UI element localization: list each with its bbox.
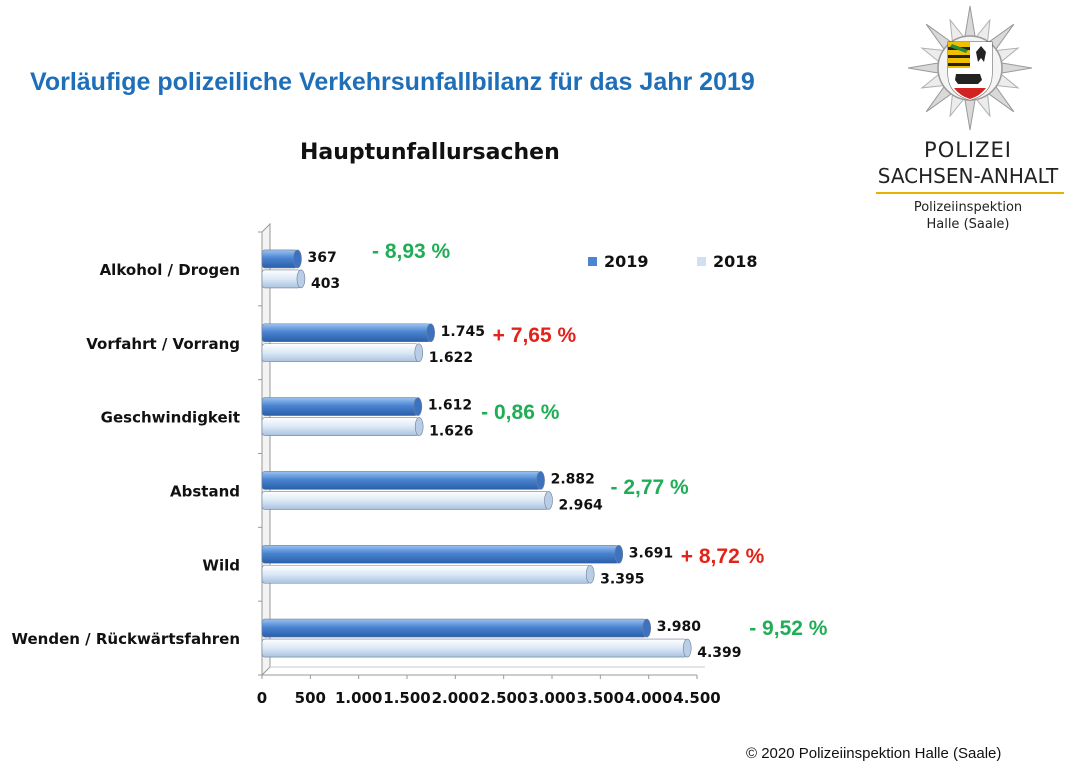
police-star-coat-of-arms-icon <box>908 5 1032 131</box>
data-label-2018: 403 <box>311 276 340 292</box>
data-label-2018: 1.622 <box>429 350 473 366</box>
data-label-2018: 4.399 <box>697 645 741 661</box>
page-title: Vorläufige polizeiliche Verkehrsunfallbi… <box>30 68 755 96</box>
bar-2019 <box>261 618 648 638</box>
x-tick-label: 2.500 <box>480 689 527 707</box>
bar-2018-cap <box>414 417 424 436</box>
x-tick-label: 2.000 <box>432 689 479 707</box>
bar-2019-cap <box>536 471 545 490</box>
legend-label-2019: 2019 <box>604 252 649 271</box>
x-tick-label: 1.000 <box>335 689 382 707</box>
data-label-2018: 1.626 <box>429 424 473 440</box>
change-percent: - 8,93 % <box>372 240 451 263</box>
change-percent: - 9,52 % <box>749 617 828 640</box>
copyright-footer: © 2020 Polizeiinspektion Halle (Saale) <box>746 745 1002 762</box>
unit-name-line1: Polizeiinspektion <box>913 200 1023 215</box>
x-tick-label: 500 <box>295 689 326 707</box>
org-name-line1: POLIZEI <box>924 138 1012 162</box>
police-logo: POLIZEI SACHSEN-ANHALT Polizeiinspektion… <box>868 4 1068 236</box>
logo-divider <box>876 192 1064 194</box>
bar-2018-cap <box>585 564 595 584</box>
legend-label-2018: 2018 <box>713 252 758 271</box>
data-label-2018: 3.395 <box>600 571 644 587</box>
org-name-line2: SACHSEN-ANHALT <box>877 164 1059 188</box>
chart-side-wall <box>261 222 271 677</box>
bar-2019-cap <box>642 618 652 638</box>
legend-swatch-2019 <box>588 257 597 266</box>
bar-2018 <box>261 491 549 510</box>
legend-swatch-2018 <box>697 257 706 266</box>
x-tick-label: 1.500 <box>383 689 430 707</box>
data-label-2019: 3.691 <box>629 545 673 561</box>
category-label: Alkohol / Drogen <box>100 261 240 279</box>
chart-title: Hauptunfallursachen <box>300 140 560 165</box>
category-label: Wenden / Rückwärtsfahren <box>11 630 240 648</box>
bar-2018-cap <box>296 269 306 289</box>
bar-2019 <box>261 544 620 564</box>
data-label-2019: 1.612 <box>428 398 472 414</box>
x-tick-label: 0 <box>257 689 267 707</box>
bar-2019-cap <box>413 397 423 416</box>
category-label: Abstand <box>170 482 240 500</box>
change-percent: + 7,65 % <box>493 324 577 347</box>
bar-2018 <box>261 638 688 658</box>
bar-2019-cap <box>614 544 624 564</box>
category-label: Wild <box>202 556 240 574</box>
x-tick-label: 4.500 <box>673 689 720 707</box>
x-tick-label: 3.000 <box>528 689 575 707</box>
bar-2019 <box>261 397 419 416</box>
x-tick-label: 4.000 <box>625 689 672 707</box>
category-label: Geschwindigkeit <box>101 409 240 427</box>
bar-2019-cap <box>293 249 302 269</box>
bar-2018 <box>261 564 591 584</box>
data-label-2018: 2.964 <box>559 497 604 513</box>
change-percent: + 8,72 % <box>681 545 765 568</box>
x-tick-label: 3.500 <box>577 689 624 707</box>
bar-2018 <box>261 417 420 436</box>
bar-2018 <box>261 269 302 289</box>
bar-2018 <box>261 343 420 363</box>
change-percent: - 0,86 % <box>481 401 560 424</box>
unit-name-line2: Halle (Saale) <box>926 217 1010 232</box>
bar-2018-cap <box>682 638 692 658</box>
data-label-2019: 1.745 <box>441 324 485 340</box>
bar-2019 <box>261 323 431 343</box>
data-label-2019: 367 <box>307 250 336 266</box>
bar-2018-cap <box>414 343 424 363</box>
data-label-2019: 3.980 <box>657 619 702 635</box>
bar-2019 <box>261 249 298 269</box>
bar-2019-cap <box>426 323 435 343</box>
bar-2019 <box>261 471 541 490</box>
category-label: Vorfahrt / Vorrang <box>86 335 240 353</box>
data-label-2019: 2.882 <box>551 471 595 487</box>
change-percent: - 2,77 % <box>611 476 690 499</box>
bar-2018-cap <box>544 491 553 510</box>
